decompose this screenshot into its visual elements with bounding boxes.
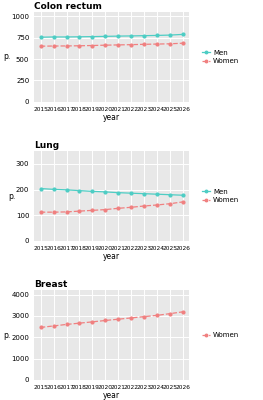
Y-axis label: p.: p. [3,331,11,340]
Y-axis label: p.: p. [3,52,11,61]
Legend: Women: Women [199,329,242,341]
Y-axis label: p.: p. [8,192,15,200]
X-axis label: year: year [103,391,120,400]
Legend: Men, Women: Men, Women [199,186,242,206]
X-axis label: year: year [103,252,120,261]
Text: Colon rectum: Colon rectum [34,2,102,11]
Text: Lung: Lung [34,141,59,150]
X-axis label: year: year [103,113,120,122]
Legend: Men, Women: Men, Women [199,47,242,67]
Text: Breast: Breast [34,280,68,290]
